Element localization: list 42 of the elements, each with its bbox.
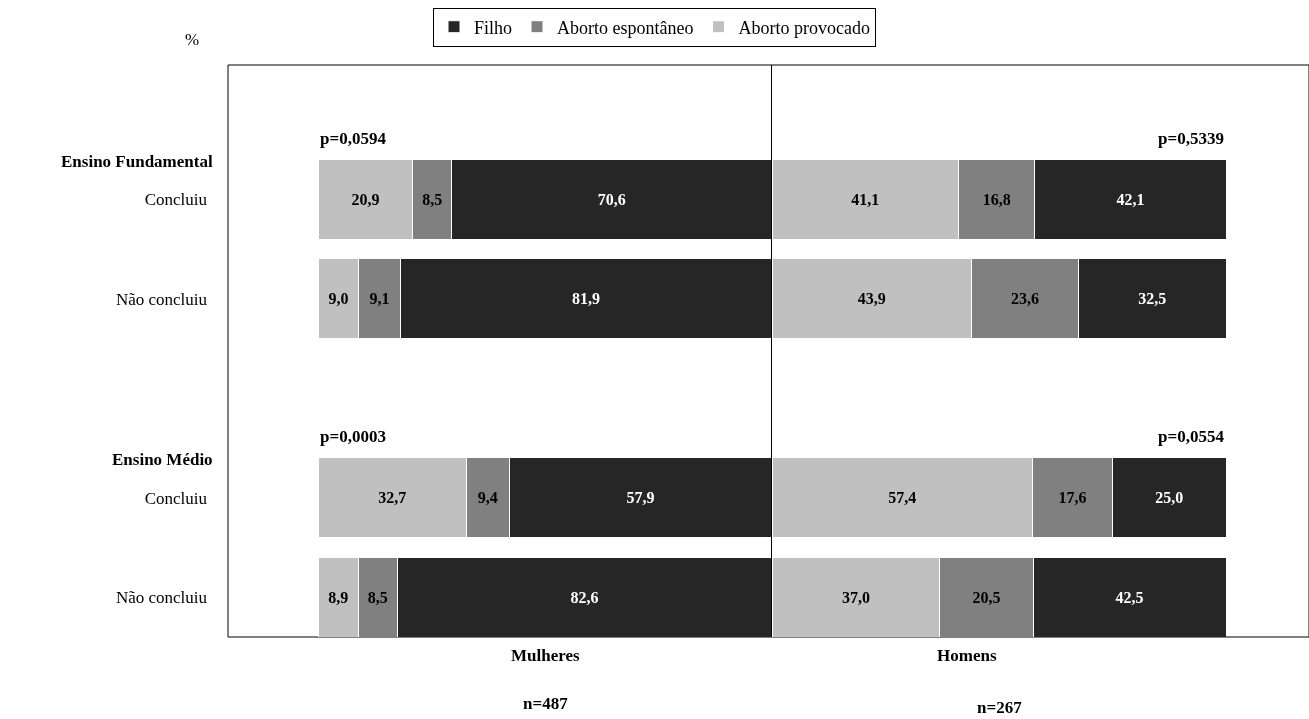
annotation: p=0,0554 (1158, 427, 1225, 446)
annotation: p=0,0003 (320, 427, 386, 446)
data-label: 9,4 (477, 489, 498, 507)
data-label: 32,7 (378, 489, 407, 507)
data-label: 81,9 (572, 290, 601, 308)
annotation: p=0,5339 (1158, 129, 1224, 148)
legend-label: Aborto provocado (738, 17, 870, 38)
text: n=487 (523, 694, 569, 713)
data-label: 32,5 (1138, 290, 1167, 308)
y-tick-label: Não concluiu (115, 289, 208, 309)
data-label: 57,4 (888, 489, 917, 507)
data-label: 16,8 (982, 190, 1011, 208)
data-label: 57,9 (626, 489, 655, 507)
data-label: 20,9 (351, 190, 380, 208)
legend-label: Filho (474, 17, 513, 38)
text: n=267 (977, 698, 1023, 717)
text: Ensino Médio (112, 450, 213, 469)
data-label: 17,6 (1058, 489, 1087, 507)
annotation: p=0,0594 (320, 129, 387, 148)
x-axis-title: Mulheres (511, 646, 581, 665)
data-label: 8,9 (328, 588, 349, 606)
data-label: 20,5 (972, 588, 1001, 606)
data-label: 8,5 (367, 588, 388, 606)
data-label: 43,9 (857, 290, 886, 308)
data-label: 9,0 (328, 290, 349, 308)
data-label: 70,6 (597, 190, 626, 208)
data-label: 37,0 (841, 588, 870, 606)
text: Ensino Fundamental (61, 152, 213, 171)
y-tick-label: Concluiu (144, 488, 208, 508)
x-axis-title: Homens (937, 646, 997, 665)
data-label: 82,6 (570, 588, 599, 606)
data-label: 9,1 (369, 290, 390, 308)
data-label: 23,6 (1010, 290, 1039, 308)
data-label: 8,5 (422, 190, 443, 208)
y-tick-label: Não concluiu (115, 588, 208, 608)
data-label: 42,5 (1115, 588, 1144, 606)
y-tick-label: Concluiu (144, 190, 208, 210)
data-label: 42,1 (1116, 190, 1145, 208)
data-label: 25,0 (1155, 489, 1184, 507)
data-label: 41,1 (851, 190, 880, 208)
text: % (185, 30, 200, 49)
legend-label: Aborto espontâneo (557, 17, 694, 38)
